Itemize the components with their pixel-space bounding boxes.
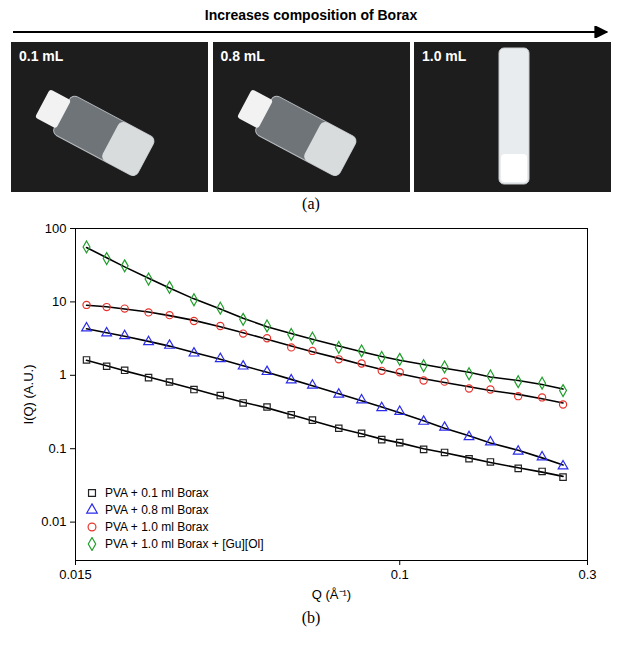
svg-text:0.1: 0.1 [48, 441, 66, 456]
svg-text:I(Q) (A.U.): I(Q) (A.U.) [21, 365, 36, 425]
svg-text:10: 10 [52, 294, 66, 309]
html-text:PVA + 1.0 ml Borax: PVA + 1.0 ml Borax [105, 519, 209, 534]
svg-text:0.01: 0.01 [41, 514, 66, 529]
html-text:PVA + 1.0 ml Borax + [Gu][Ol]: PVA + 1.0 ml Borax + [Gu][Ol] [105, 536, 264, 551]
svg-text:0.3: 0.3 [578, 567, 596, 582]
svg-text:0.1: 0.1 [391, 567, 409, 582]
svg-text:Q (Å⁻¹): Q (Å⁻¹) [312, 587, 351, 602]
svg-text:100: 100 [45, 221, 67, 236]
html-text:0.1 mL: 0.1 mL [19, 48, 64, 64]
svg-text:0.015: 0.015 [59, 567, 92, 582]
html-text:Increases composition of Borax: Increases composition of Borax [204, 7, 418, 23]
svg-text:1: 1 [59, 367, 66, 382]
html-text:PVA + 0.1 ml Borax: PVA + 0.1 ml Borax [105, 485, 209, 500]
html-text:0.8 mL: 0.8 mL [220, 48, 265, 64]
html-text:1.0 mL: 1.0 mL [422, 48, 467, 64]
html-text:PVA + 0.8 ml Borax: PVA + 0.8 ml Borax [105, 502, 209, 517]
html-text:(a): (a) [302, 195, 320, 212]
html-text:(b): (b) [301, 609, 321, 626]
